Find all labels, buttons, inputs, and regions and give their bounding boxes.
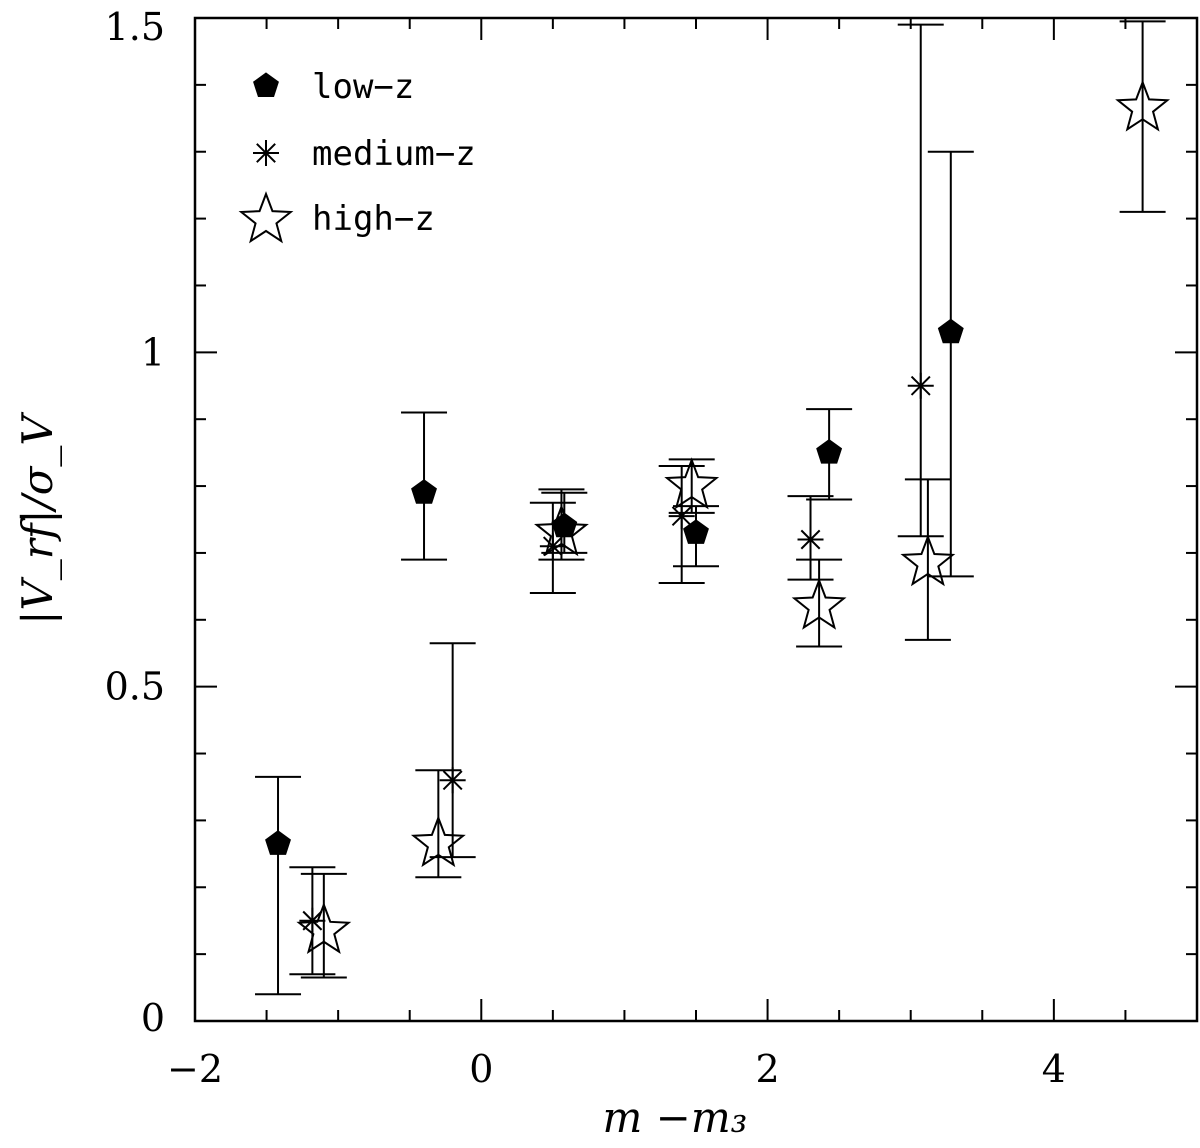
legend: low−z medium−z high−z (238, 67, 476, 244)
legend-marker-medium-z (253, 140, 279, 166)
data-marks (255, 20, 1171, 996)
error-bar (927, 150, 974, 578)
error-bar (897, 23, 944, 538)
error-bar (300, 872, 347, 979)
data-point (797, 526, 824, 553)
data-point (900, 534, 956, 587)
data-point (411, 479, 437, 504)
y-tick-label: 1.5 (105, 5, 165, 49)
asterisk-stroke (442, 770, 463, 791)
series-low-z (255, 150, 974, 996)
legend-label-medium-z: medium−z (312, 134, 476, 174)
data-point (668, 503, 695, 530)
y-axis-label: |V_rf|/σ_V (13, 412, 62, 625)
legend-label-low-z: low−z (312, 67, 414, 107)
data-point (1115, 79, 1171, 132)
data-point (683, 519, 709, 544)
series-medium-z (289, 23, 944, 976)
error-bar (429, 642, 476, 859)
legend-label-high-z: high−z (312, 199, 435, 239)
error-bar (538, 488, 585, 561)
error-bar (796, 558, 843, 648)
x-axis-label: m −m₃ (602, 1093, 747, 1142)
error-bar (1119, 20, 1166, 213)
y-tick-label: 1 (141, 330, 165, 374)
data-point (937, 318, 964, 344)
error-bar (904, 478, 951, 641)
x-tick-label: 4 (1042, 1047, 1066, 1091)
data-point (410, 814, 466, 868)
asterisk-stroke (910, 375, 931, 396)
asterisk-stroke (256, 143, 276, 163)
data-point (439, 767, 466, 794)
data-point (816, 439, 843, 464)
legend-markers (238, 72, 294, 244)
data-point (296, 901, 352, 955)
data-point (551, 512, 578, 538)
asterisk-stroke (800, 529, 821, 550)
tick-labels: −2 0 2 400.511.5 (105, 5, 1066, 1091)
x-tick-label: 2 (755, 1047, 779, 1091)
data-point (265, 830, 291, 855)
asterisk-stroke (302, 910, 323, 931)
axis-ticks (194, 17, 1198, 1022)
data-point (664, 457, 720, 510)
error-bar (255, 775, 302, 996)
data-point (299, 907, 326, 934)
data-point (907, 372, 934, 399)
series-high-z (296, 20, 1171, 979)
asterisk-stroke (671, 506, 692, 527)
data-point (791, 577, 847, 630)
x-tick-label: −2 (167, 1047, 223, 1091)
legend-marker-low-z (253, 72, 279, 98)
error-bar (415, 769, 462, 879)
legend-marker-high-z (238, 191, 294, 244)
data-point (534, 504, 589, 557)
y-tick-label: 0.5 (105, 665, 165, 709)
y-tick-label: 0 (141, 996, 165, 1040)
x-tick-label: 0 (469, 1047, 493, 1091)
